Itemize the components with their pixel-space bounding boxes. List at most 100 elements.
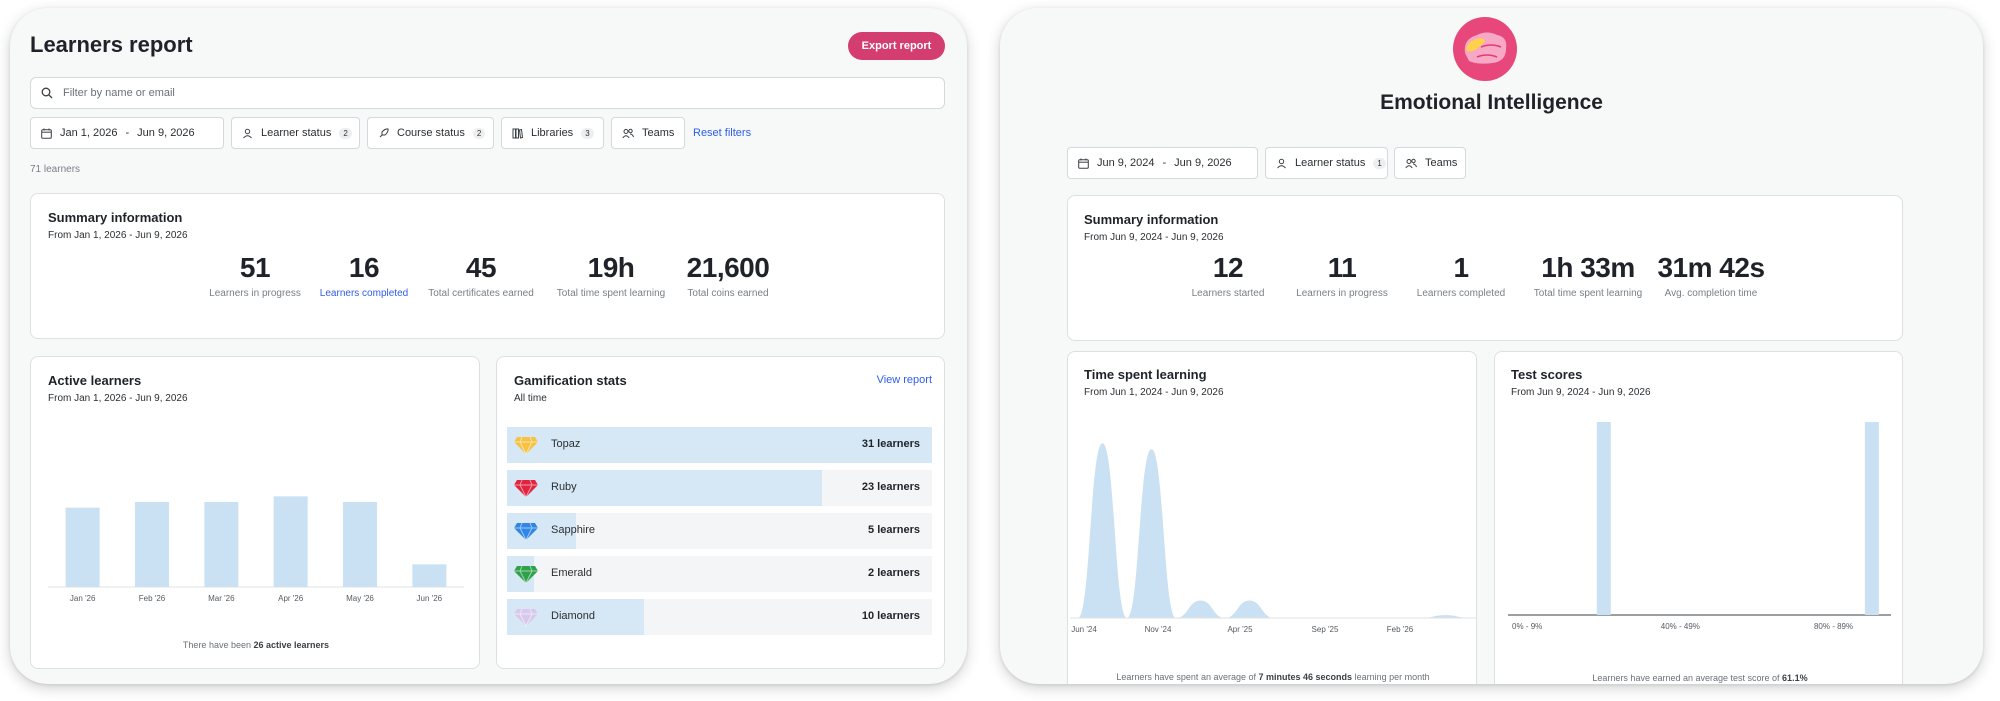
footnote-text: Learners have earned an average test sco… (1592, 673, 1780, 683)
date-start: Jun 9, 2024 (1097, 157, 1155, 169)
gamification-row-name: Topaz (551, 438, 581, 450)
learner-status-label: Learner status (1295, 157, 1366, 169)
bar[interactable] (204, 502, 239, 587)
gamification-row-name: Emerald (551, 567, 592, 579)
learners-report-panel: Learners report Export report Filter by … (10, 8, 967, 684)
stat-value: 19h (587, 252, 635, 283)
x-tick-label: Apr '26 (278, 594, 304, 603)
gamification-row-count: 23 learners (861, 481, 920, 493)
stat-time-spent: 19h Total time spent learning (557, 252, 665, 299)
bar[interactable] (343, 502, 377, 587)
libraries-filter[interactable]: Libraries 3 (501, 117, 604, 149)
time-spent-subtitle: From Jun 1, 2024 - Jun 9, 2026 (1084, 387, 1224, 398)
active-learners-title: Active learners (48, 373, 142, 388)
learner-status-filter[interactable]: Learner status 2 (231, 117, 360, 149)
test-scores-footnote: Learners have earned an average test sco… (1592, 673, 1807, 683)
summary-card: Summary information From Jun 9, 2024 - J… (1067, 195, 1903, 341)
summary-title: Summary information (1084, 212, 1219, 227)
bar[interactable] (1596, 422, 1611, 615)
gamification-row-count: 31 learners (861, 438, 920, 450)
teams-filter[interactable]: Teams (611, 117, 685, 149)
stat-time-spent: 1h 33m Total time spent learning (1534, 252, 1642, 299)
test-scores-subtitle: From Jun 9, 2024 - Jun 9, 2026 (1511, 387, 1651, 398)
stat-learners-completed[interactable]: 16 Learners completed (320, 252, 408, 299)
time-spent-chart: Jun '24 Nov '24 Apr '25 Sep '25 Feb '26 (1070, 412, 1476, 642)
view-report-link[interactable]: View report (876, 374, 932, 386)
calendar-icon (41, 128, 52, 139)
bar[interactable] (135, 502, 169, 587)
brain-icon (1464, 32, 1507, 64)
test-scores-title: Test scores (1511, 367, 1583, 382)
users-icon (1405, 158, 1417, 169)
gamification-row-name: Ruby (551, 481, 577, 493)
bar[interactable] (273, 496, 308, 587)
course-status-filter[interactable]: Course status 2 (367, 117, 494, 149)
x-tick-label: Apr '25 (1227, 625, 1253, 634)
learner-status-filter[interactable]: Learner status 1 (1265, 147, 1388, 179)
date-start: Jan 1, 2026 (60, 127, 118, 139)
search-input[interactable]: Filter by name or email (30, 77, 945, 109)
x-tick-label: Sep '25 (1312, 625, 1339, 634)
gamification-subtitle: All time (514, 393, 547, 404)
gamification-row-name: Sapphire (551, 524, 596, 536)
gamification-row-name: Diamond (551, 610, 596, 622)
export-report-button[interactable]: Export report (848, 32, 945, 60)
stat-learners-started: 12 Learners started (1192, 252, 1265, 299)
stat-label: Total certificates earned (428, 288, 534, 299)
bar[interactable] (1864, 422, 1879, 615)
footnote-text-end: learning per month (1354, 672, 1430, 682)
stat-value: 31m 42s (1657, 252, 1765, 283)
date-range-picker[interactable]: Jun 9, 2024 - Jun 9, 2026 (1067, 147, 1258, 179)
page-title: Learners report (30, 32, 193, 57)
stat-label: Avg. completion time (1664, 288, 1758, 299)
bar[interactable] (65, 507, 100, 587)
time-spent-footnote: Learners have spent an average of 7 minu… (1116, 672, 1429, 682)
time-spent-area[interactable] (1078, 443, 1470, 618)
stat-coins-earned: 21,600 Total coins earned (687, 252, 770, 299)
gamification-row: Diamond 10 learners (507, 599, 932, 635)
summary-subtitle: From Jan 1, 2026 - Jun 9, 2026 (48, 230, 188, 241)
course-status-label: Course status (397, 127, 465, 139)
stat-label: Total time spent learning (556, 288, 666, 299)
search-icon (41, 87, 53, 99)
course-status-count: 2 (472, 127, 486, 139)
course-report-panel: Emotional Intelligence Jun 9, 2024 - Jun… (1000, 8, 1983, 684)
stat-label: Learners started (1191, 288, 1265, 299)
date-separator: - (1162, 157, 1167, 169)
gamification-row: Topaz 31 learners (507, 427, 932, 463)
summary-subtitle: From Jun 9, 2024 - Jun 9, 2026 (1084, 232, 1224, 243)
test-scores-chart: 0% - 9% 40% - 49% 80% - 89% (1503, 412, 1895, 642)
gamification-row: Emerald 2 learners (507, 556, 932, 592)
stat-value: 51 (239, 252, 271, 283)
test-scores-svg: 0% - 9% 40% - 49% 80% - 89% (1508, 422, 1891, 631)
stat-value: 1 (1453, 252, 1469, 283)
test-scores-card: Test scores From Jun 9, 2024 - Jun 9, 20… (1494, 351, 1903, 684)
x-tick-label: 0% - 9% (1512, 622, 1542, 631)
time-spent-card: Time spent learning From Jun 1, 2024 - J… (1067, 351, 1477, 684)
ruby-gem-icon (514, 479, 538, 498)
active-learners-chart: Jan '26 Feb '26 Mar '26 Apr '26 May '26 Jun '… (43, 417, 469, 627)
stat-value: 21,600 (686, 252, 770, 283)
date-range-picker[interactable]: Jan 1, 2026 - Jun 9, 2026 (30, 117, 224, 149)
gamification-row: Sapphire 5 learners (507, 513, 932, 549)
footnote-text: Learners have spent an average of (1116, 672, 1256, 682)
teams-label: Teams (642, 127, 675, 139)
stat-value: 16 (348, 252, 380, 283)
x-tick-label: Jun '24 (1071, 625, 1097, 634)
footnote-text: There have been (182, 640, 251, 650)
bar[interactable] (412, 564, 447, 587)
library-icon (512, 128, 523, 139)
time-spent-title: Time spent learning (1084, 367, 1207, 382)
rocket-icon (378, 127, 389, 139)
calendar-icon (1078, 158, 1089, 169)
x-tick-label: Nov '24 (1145, 625, 1172, 634)
teams-filter[interactable]: Teams (1394, 147, 1466, 179)
reset-filters-link[interactable]: Reset filters (693, 127, 752, 139)
user-icon (242, 128, 253, 139)
learner-status-label: Learner status (261, 127, 332, 139)
stat-avg-completion: 31m 42s Avg. completion time (1657, 252, 1765, 299)
x-tick-label: 80% - 89% (1814, 622, 1853, 631)
stat-label-link[interactable]: Learners completed (319, 288, 409, 299)
summary-title: Summary information (48, 210, 183, 225)
gamification-row: Ruby 23 learners (507, 470, 932, 506)
